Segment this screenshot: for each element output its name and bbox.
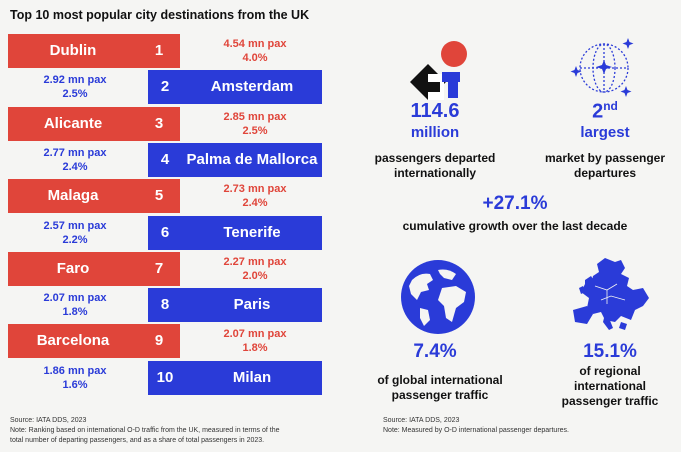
table-row: Barcelona 9 2.07 mn pax 1.8% bbox=[0, 324, 340, 360]
share-value: 1.8% bbox=[242, 342, 268, 354]
share-value: 2.2% bbox=[62, 234, 88, 246]
share-value: 2.4% bbox=[62, 161, 88, 173]
global-caption-2: passenger traffic bbox=[391, 388, 489, 402]
source-right-1: Source: IATA DDS, 2023 bbox=[383, 417, 460, 424]
share-value: 2.4% bbox=[242, 197, 268, 209]
destination-bar: 2 Amsterdam bbox=[148, 70, 322, 104]
market-rank: 2nd bbox=[565, 99, 645, 124]
pax-value: 2.73 mn pax bbox=[223, 183, 287, 195]
rank-number: 7 bbox=[154, 260, 164, 277]
passenger-stat: 2.57 mn pax 2.2% bbox=[15, 219, 135, 247]
destination-bar: 10 Milan bbox=[148, 361, 322, 395]
pax-value: 4.54 mn pax bbox=[223, 38, 287, 50]
passengers-unit: million bbox=[410, 124, 460, 141]
rank-number: 2 bbox=[160, 78, 170, 95]
passenger-stat: 2.92 mn pax 2.5% bbox=[15, 73, 135, 101]
regional-caption-3: passenger traffic bbox=[561, 394, 659, 408]
table-row: 2 Amsterdam 2.92 mn pax 2.5% bbox=[0, 70, 340, 106]
share-value: 1.6% bbox=[62, 379, 88, 391]
source-right-2: Note: Measured by O-D international pass… bbox=[383, 427, 569, 434]
passengers-value: 114.6 bbox=[410, 100, 460, 122]
passenger-stat: 2.07 mn pax 1.8% bbox=[15, 291, 135, 319]
city-name: Alicante bbox=[43, 115, 103, 132]
rank-number: 1 bbox=[154, 42, 164, 59]
rank-number: 3 bbox=[154, 115, 164, 132]
passengers-caption-1: passengers departed bbox=[374, 151, 496, 165]
growth-value: +27.1% bbox=[482, 193, 548, 214]
source-left-2: Note: Ranking based on international O-D… bbox=[10, 427, 280, 434]
city-name: Malaga bbox=[47, 187, 99, 204]
page-title: Top 10 most popular city destinations fr… bbox=[10, 8, 310, 22]
share-value: 4.0% bbox=[242, 52, 268, 64]
globe-icon bbox=[401, 260, 475, 334]
table-row: 6 Tenerife 2.57 mn pax 2.2% bbox=[0, 216, 340, 252]
global-caption-1: of global international bbox=[377, 373, 503, 387]
passenger-stat: 1.86 mn pax 1.6% bbox=[15, 364, 135, 392]
rank-number: 6 bbox=[160, 224, 170, 241]
city-name: Barcelona bbox=[36, 332, 110, 349]
source-left-1: Source: IATA DDS, 2023 bbox=[10, 417, 87, 424]
pax-value: 2.85 mn pax bbox=[223, 111, 287, 123]
city-name: Tenerife bbox=[223, 224, 281, 241]
passenger-stat: 2.77 mn pax 2.4% bbox=[15, 146, 135, 174]
market-caption-1: market by passenger bbox=[544, 151, 666, 165]
passenger-stat: 4.54 mn pax 4.0% bbox=[195, 37, 315, 65]
destination-bar: Dublin 1 bbox=[8, 34, 180, 68]
rank-number: 10 bbox=[156, 369, 174, 386]
destination-bar: Faro 7 bbox=[8, 252, 180, 286]
pax-value: 2.92 mn pax bbox=[43, 74, 107, 86]
rank-number: 5 bbox=[154, 187, 164, 204]
passengers-caption-2: internationally bbox=[393, 166, 476, 180]
destination-bar: 8 Paris bbox=[148, 288, 322, 322]
share-value: 2.5% bbox=[62, 88, 88, 100]
regional-caption-2: international bbox=[573, 379, 646, 393]
rank-number: 8 bbox=[160, 296, 170, 313]
pax-value: 2.07 mn pax bbox=[43, 292, 107, 304]
regional-share-value: 15.1% bbox=[583, 341, 637, 362]
rank-number: 4 bbox=[160, 151, 170, 168]
city-name: Amsterdam bbox=[210, 78, 294, 95]
city-name: Palma de Mallorca bbox=[186, 151, 318, 168]
table-row: 10 Milan 1.86 mn pax 1.6% bbox=[0, 361, 340, 397]
city-name: Faro bbox=[56, 260, 90, 277]
share-value: 1.8% bbox=[62, 306, 88, 318]
destination-bar: 6 Tenerife bbox=[148, 216, 322, 250]
pax-value: 2.07 mn pax bbox=[223, 328, 287, 340]
table-row: Dublin 1 4.54 mn pax 4.0% bbox=[0, 34, 340, 70]
table-row: 8 Paris 2.07 mn pax 1.8% bbox=[0, 288, 340, 324]
pax-value: 1.86 mn pax bbox=[43, 365, 107, 377]
passenger-stat: 2.85 mn pax 2.5% bbox=[195, 110, 315, 138]
growth-caption: cumulative growth over the last decade bbox=[402, 219, 628, 233]
passenger-stat: 2.27 mn pax 2.0% bbox=[195, 255, 315, 283]
destination-bar: Malaga 5 bbox=[8, 179, 180, 213]
market-rank-number: 2 bbox=[592, 100, 604, 123]
passenger-stat: 2.07 mn pax 1.8% bbox=[195, 327, 315, 355]
europe-map-icon bbox=[573, 258, 649, 330]
city-name: Dublin bbox=[49, 42, 97, 59]
passenger-stat: 2.73 mn pax 2.4% bbox=[195, 182, 315, 210]
source-left-3: total number of departing passengers, an… bbox=[10, 437, 265, 444]
rank-number: 9 bbox=[154, 332, 164, 349]
destination-bar: Alicante 3 bbox=[8, 107, 180, 141]
regional-caption-1: of regional bbox=[579, 364, 641, 378]
pax-value: 2.27 mn pax bbox=[223, 256, 287, 268]
city-name: Milan bbox=[232, 369, 272, 386]
table-row: Alicante 3 2.85 mn pax 2.5% bbox=[0, 107, 340, 143]
share-value: 2.0% bbox=[242, 270, 268, 282]
table-row: 4 Palma de Mallorca 2.77 mn pax 2.4% bbox=[0, 143, 340, 179]
destination-bar: 4 Palma de Mallorca bbox=[148, 143, 322, 177]
market-rank-word: largest bbox=[580, 124, 630, 141]
city-name: Paris bbox=[233, 296, 271, 313]
table-row: Malaga 5 2.73 mn pax 2.4% bbox=[0, 179, 340, 215]
market-caption-2: departures bbox=[573, 166, 637, 180]
pax-value: 2.57 mn pax bbox=[43, 220, 107, 232]
global-share-value: 7.4% bbox=[413, 341, 457, 362]
pax-value: 2.77 mn pax bbox=[43, 147, 107, 159]
market-rank-suffix: nd bbox=[603, 99, 618, 113]
table-row: Faro 7 2.27 mn pax 2.0% bbox=[0, 252, 340, 288]
logo-icon bbox=[410, 41, 467, 100]
share-value: 2.5% bbox=[242, 125, 268, 137]
globe-planes-icon bbox=[570, 38, 634, 97]
destination-bar: Barcelona 9 bbox=[8, 324, 180, 358]
